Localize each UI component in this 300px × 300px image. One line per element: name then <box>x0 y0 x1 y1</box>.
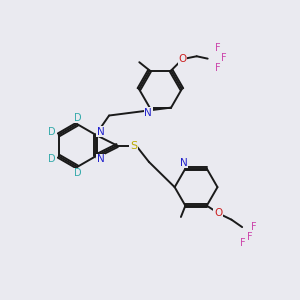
Text: D: D <box>48 128 56 137</box>
Text: D: D <box>48 154 56 164</box>
Text: F: F <box>251 222 257 232</box>
Text: N: N <box>180 158 188 168</box>
Text: O: O <box>178 54 187 64</box>
Text: D: D <box>74 169 82 178</box>
Text: N: N <box>97 154 104 164</box>
Text: F: F <box>248 232 253 242</box>
Text: N: N <box>97 127 104 137</box>
Text: F: F <box>240 238 245 248</box>
Text: F: F <box>220 53 226 63</box>
Text: D: D <box>74 112 82 123</box>
Text: F: F <box>215 43 221 53</box>
Text: S: S <box>130 140 137 151</box>
Text: O: O <box>214 208 222 218</box>
Text: N: N <box>144 108 152 118</box>
Text: F: F <box>215 63 221 73</box>
